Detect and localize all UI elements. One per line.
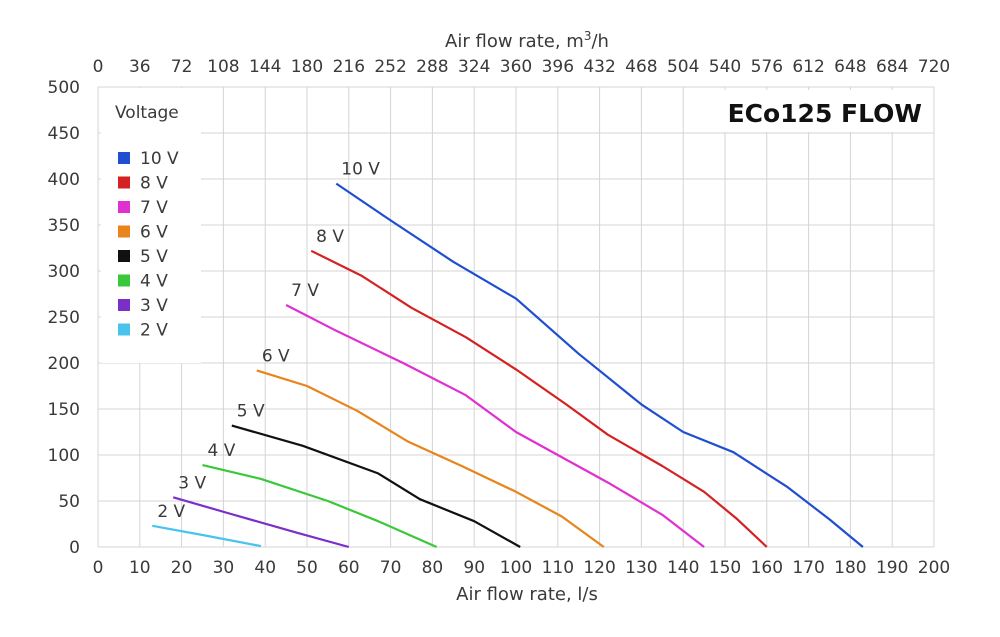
series-line	[152, 524, 262, 548]
y-tick-label: 350	[48, 216, 80, 236]
legend-swatch	[118, 323, 130, 336]
x-tick-label: 90	[463, 558, 485, 578]
series-line	[256, 369, 605, 548]
x-tick-label: 120	[583, 558, 615, 578]
legend-entry: 2 V	[140, 321, 168, 341]
x2-tick-label: 288	[416, 57, 448, 77]
x-tick-label: 110	[542, 558, 574, 578]
legend-swatch	[118, 201, 130, 213]
x2-tick-label: 576	[751, 57, 783, 77]
legend-entry: 7 V	[140, 198, 168, 218]
x2-tick-label: 360	[500, 57, 532, 77]
series-line	[202, 464, 438, 549]
legend: Voltage 10 V 8 V 7 V 6 V 5 V 4 V 3 V 2 V	[101, 88, 201, 363]
x2-tick-label: 36	[129, 57, 151, 77]
series-label: 5 V	[237, 402, 265, 422]
series-line	[285, 304, 705, 548]
legend-entry: 3 V	[140, 296, 168, 316]
legend-entry: 8 V	[140, 174, 168, 194]
series-label: 2 V	[157, 502, 185, 522]
x2-tick-label: 432	[583, 57, 615, 77]
x-tick-label: 150	[709, 558, 741, 578]
y-tick-label: 400	[48, 170, 80, 190]
x2-tick-label: 540	[709, 57, 741, 77]
x-tick-label: 170	[792, 558, 824, 578]
x2-tick-label: 0	[93, 57, 104, 77]
x2-tick-label: 252	[374, 57, 406, 77]
x-tick-label: 140	[667, 558, 699, 578]
legend-swatch	[118, 274, 130, 287]
legend-swatch	[118, 250, 130, 262]
y-tick-label: 450	[48, 124, 80, 144]
x2-tick-label: 396	[542, 57, 574, 77]
x2-tick-label: 684	[876, 57, 908, 77]
legend-entry: 10 V	[140, 149, 179, 169]
x-axis-ticks: 0 10 20 30 40 50 60 70 80 90 100 110 120 130 140 150 160…	[93, 558, 951, 578]
x-tick-label: 70	[380, 558, 402, 578]
y-tick-label: 50	[58, 492, 80, 512]
x-tick-label: 40	[254, 558, 276, 578]
legend-title: Voltage	[115, 103, 179, 123]
x2-tick-label: 108	[207, 57, 239, 77]
x-tick-label: 130	[625, 558, 657, 578]
x-tick-label: 30	[213, 558, 235, 578]
legend-entry: 6 V	[140, 223, 168, 243]
x-tick-label: 80	[422, 558, 444, 578]
legend-swatch	[118, 225, 130, 238]
y-tick-label: 150	[48, 400, 80, 420]
x2-tick-label: 468	[625, 57, 657, 77]
series-label: 3 V	[178, 473, 206, 493]
grid	[97, 86, 935, 548]
series-label: 10 V	[341, 160, 380, 180]
x2-tick-label: 216	[333, 57, 365, 77]
x-tick-label: 50	[296, 558, 318, 578]
x2-tick-label: 180	[291, 57, 323, 77]
x2-axis-title: Air flow rate, m3/h	[445, 29, 609, 52]
series-labels: 10 V 8 V 7 V 6 V 5 V4 V3 V 2 V	[157, 160, 380, 522]
legend-box	[101, 88, 201, 363]
series-label: 8 V	[316, 227, 344, 247]
x-tick-label: 200	[918, 558, 950, 578]
x2-tick-label: 324	[458, 57, 490, 77]
x-tick-label: 0	[93, 558, 104, 578]
chart-title: ECo125 FLOW	[728, 99, 922, 128]
series-label: 7 V	[291, 281, 319, 301]
legend-entry: 5 V	[140, 247, 168, 267]
x2-tick-label: 144	[249, 57, 281, 77]
series-lines	[152, 182, 864, 549]
x-tick-label: 10	[129, 558, 151, 578]
series-line	[172, 496, 350, 549]
series-label: 4 V	[208, 441, 236, 461]
x2-tick-label: 720	[918, 57, 950, 77]
x-tick-label: 100	[500, 558, 532, 578]
y-tick-label: 100	[48, 446, 80, 466]
series-label: 6 V	[262, 346, 290, 366]
x-tick-label: 190	[876, 558, 908, 578]
x-tick-label: 160	[751, 558, 783, 578]
legend-swatch	[118, 176, 130, 189]
title-backdrop	[722, 90, 930, 132]
series-line	[231, 424, 521, 548]
legend-swatch	[118, 152, 130, 164]
series-line	[335, 182, 864, 548]
x-axis-title: Air flow rate, l/s	[456, 584, 598, 605]
x2-axis-ticks: 0 36 72 108 144 180 216 252 288 324 360 396 432 468 50…	[93, 57, 951, 77]
series-line	[310, 249, 768, 548]
x-tick-label: 20	[171, 558, 193, 578]
legend-entry: 4 V	[140, 272, 168, 292]
x-tick-label: 60	[338, 558, 360, 578]
y-tick-label: 250	[48, 308, 80, 328]
y-tick-label: 0	[69, 538, 80, 558]
x2-tick-label: 612	[792, 57, 824, 77]
y-axis-ticks: 0 50 100 150 200 250 300 350 400 450 500	[48, 78, 80, 558]
y-tick-label: 500	[48, 78, 80, 98]
x2-tick-label: 504	[667, 57, 699, 77]
y-tick-label: 300	[48, 262, 80, 282]
legend-swatch	[118, 299, 130, 311]
y-tick-label: 200	[48, 354, 80, 374]
x2-tick-label: 72	[171, 57, 193, 77]
x-tick-label: 180	[834, 558, 866, 578]
x2-tick-label: 648	[834, 57, 866, 77]
